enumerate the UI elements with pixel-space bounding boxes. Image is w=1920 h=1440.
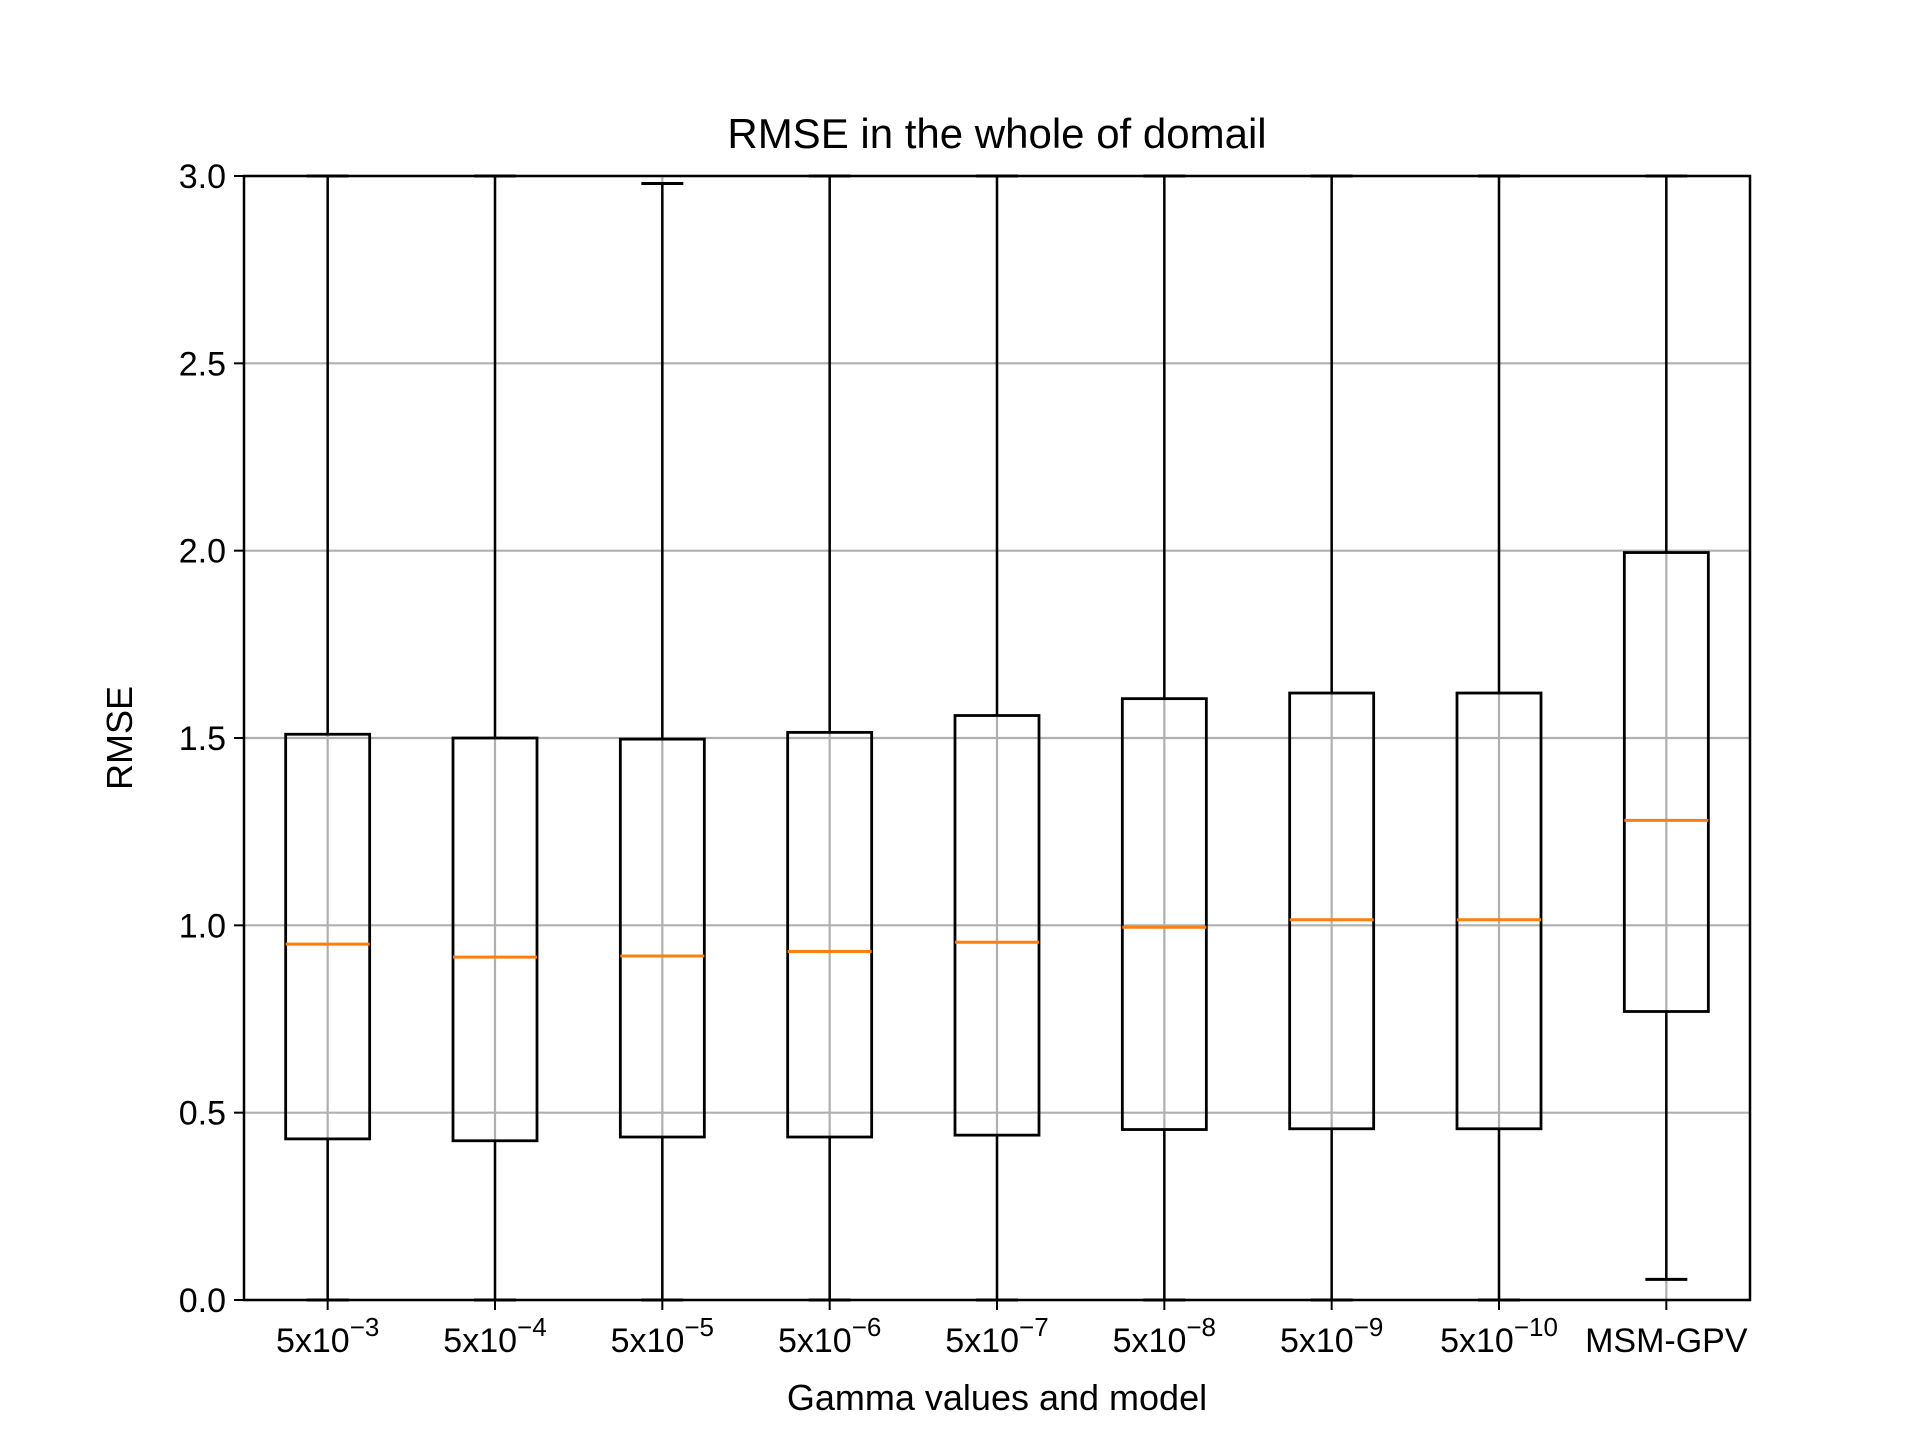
x-tick-label: 5x10−7: [945, 1312, 1048, 1360]
x-tick-label-exponent: −7: [1019, 1312, 1049, 1342]
box-plot-item: [618, 181, 706, 1302]
x-tick-label-base: MSM-GPV: [1585, 1322, 1748, 1360]
y-tick-label: 2.5: [179, 345, 226, 383]
x-axis-label: Gamma values and model: [787, 1377, 1207, 1418]
y-tick-label: 0.0: [179, 1282, 226, 1320]
iqr-box: [1622, 551, 1710, 1013]
y-tick-label: 1.5: [179, 720, 226, 758]
x-tick-label: 5x10−9: [1280, 1312, 1383, 1360]
x-tick-label: 5x10−3: [276, 1312, 379, 1360]
y-axis-label: RMSE: [99, 686, 140, 790]
iqr-box: [284, 732, 372, 1141]
x-tick-label-base: 5x10: [1440, 1322, 1514, 1360]
x-tick-label-base: 5x10: [1113, 1322, 1187, 1360]
chart-title: RMSE in the whole of domail: [727, 110, 1266, 157]
iqr-box: [451, 736, 539, 1143]
x-tick-label: 5x10−5: [611, 1312, 714, 1360]
iqr-box: [1288, 691, 1376, 1131]
iqr-box: [1120, 697, 1208, 1131]
x-tick-label-exponent: −9: [1354, 1312, 1384, 1342]
x-tick-label-base: 5x10: [611, 1322, 685, 1360]
box-plot-item: [1288, 174, 1376, 1302]
y-tick-label: 0.5: [179, 1095, 226, 1133]
iqr-box: [1455, 691, 1543, 1131]
x-tick-label-base: 5x10: [443, 1322, 517, 1360]
x-tick-label-base: 5x10: [276, 1322, 350, 1360]
iqr-box: [618, 737, 706, 1139]
x-tick-label-exponent: −5: [684, 1312, 714, 1342]
x-tick-label-exponent: −6: [852, 1312, 882, 1342]
x-tick-label-base: 5x10: [778, 1322, 852, 1360]
x-tick-label: 5x10−4: [443, 1312, 546, 1360]
x-tick-label: 5x10−10: [1440, 1312, 1558, 1360]
x-tick-label-exponent: −10: [1514, 1312, 1558, 1342]
iqr-box: [786, 730, 874, 1139]
x-tick-label: 5x10−6: [778, 1312, 881, 1360]
y-tick-label: 2.0: [179, 533, 226, 571]
x-tick-label-base: 5x10: [1280, 1322, 1354, 1360]
iqr-box: [953, 714, 1041, 1137]
x-tick-label: 5x10−8: [1113, 1312, 1216, 1360]
box-plot-item: [284, 174, 372, 1302]
x-tick-label: MSM-GPV: [1585, 1322, 1748, 1360]
x-tick-label-base: 5x10: [945, 1322, 1019, 1360]
x-tick-label-exponent: −4: [517, 1312, 547, 1342]
box-plot-item: [1622, 174, 1710, 1281]
y-tick-label: 3.0: [179, 158, 226, 196]
x-tick-label-exponent: −3: [350, 1312, 380, 1342]
x-tick-label-exponent: −8: [1186, 1312, 1216, 1342]
y-tick-label: 1.0: [179, 907, 226, 945]
